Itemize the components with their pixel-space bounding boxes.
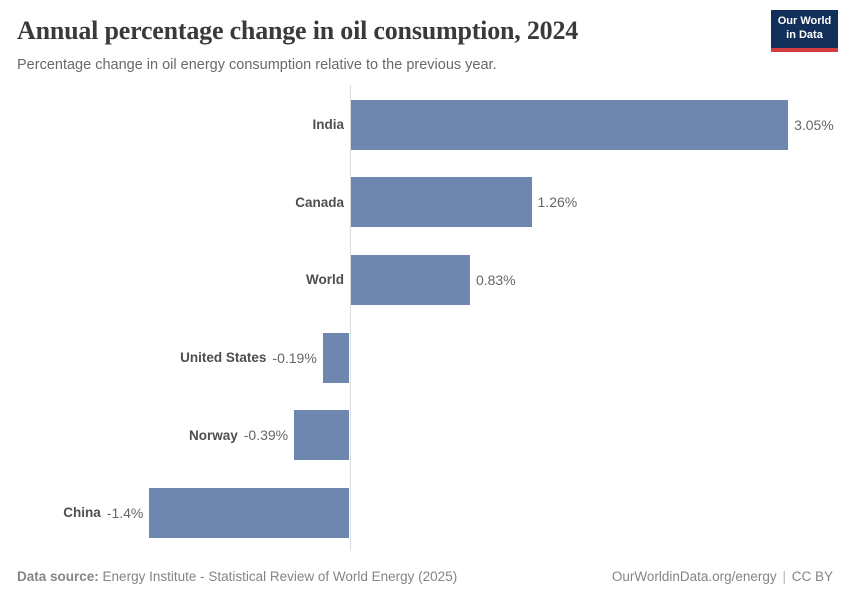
bar-row-canada: 1.26% Canada <box>0 164 850 242</box>
bar-labels-canada: Canada <box>295 164 344 242</box>
data-source-text: Energy Institute - Statistical Review of… <box>102 569 458 585</box>
bar-canada[interactable] <box>351 177 532 228</box>
bar-labels-united-states: United States -0.19% <box>180 319 317 397</box>
owid-link[interactable]: OurWorldinData.org/energy <box>611 569 777 585</box>
bar-row-norway: Norway -0.39% <box>0 396 850 474</box>
bar-united-states[interactable] <box>322 332 349 383</box>
value-label-india: 3.05% <box>794 116 834 133</box>
bar-labels-world: World <box>306 241 344 319</box>
category-label-united-states: United States <box>180 350 267 366</box>
category-label-norway: Norway <box>188 427 238 443</box>
bar-world[interactable] <box>351 254 470 305</box>
bar-china[interactable] <box>149 487 349 538</box>
credit-separator: | <box>782 569 786 585</box>
bar-row-india: 3.05% India <box>0 86 850 164</box>
owid-logo: Our World in Data <box>771 10 838 52</box>
bar-norway[interactable] <box>294 410 349 461</box>
footer: Data source: Energy Institute - Statisti… <box>17 568 833 586</box>
header: Annual percentage change in oil consumpt… <box>17 16 578 75</box>
bar-labels-norway: Norway -0.39% <box>189 396 288 474</box>
page-title: Annual percentage change in oil consumpt… <box>17 16 579 45</box>
zero-axis-line <box>350 85 351 551</box>
category-label-canada: Canada <box>295 194 344 210</box>
value-label-china: -1.4% <box>106 504 144 521</box>
owid-logo-line2: in Data <box>786 29 823 41</box>
page-subtitle: Percentage change in oil energy consumpt… <box>17 56 497 73</box>
value-label-world: 0.83% <box>475 271 516 288</box>
bar-india[interactable] <box>351 99 789 150</box>
data-source: Data source: Energy Institute - Statisti… <box>17 568 457 586</box>
owid-logo-line1: Our World <box>777 15 832 28</box>
category-label-india: India <box>312 117 344 133</box>
value-label-norway: -0.39% <box>243 427 289 444</box>
credit-line: OurWorldinData.org/energy | CC BY <box>612 568 833 586</box>
bar-labels-india: India <box>312 86 344 164</box>
bar-row-china: China -1.4% <box>0 474 850 552</box>
value-label-canada: 1.26% <box>537 194 578 211</box>
license-label: CC BY <box>791 569 833 585</box>
bar-labels-china: China -1.4% <box>63 474 143 552</box>
bar-row-world: 0.83% World <box>0 241 850 319</box>
category-label-china: China <box>63 505 101 521</box>
bar-row-united-states: United States -0.19% <box>0 319 850 397</box>
category-label-world: World <box>306 272 344 288</box>
value-label-united-states: -0.19% <box>272 349 317 366</box>
data-source-label: Data source: <box>17 569 99 585</box>
